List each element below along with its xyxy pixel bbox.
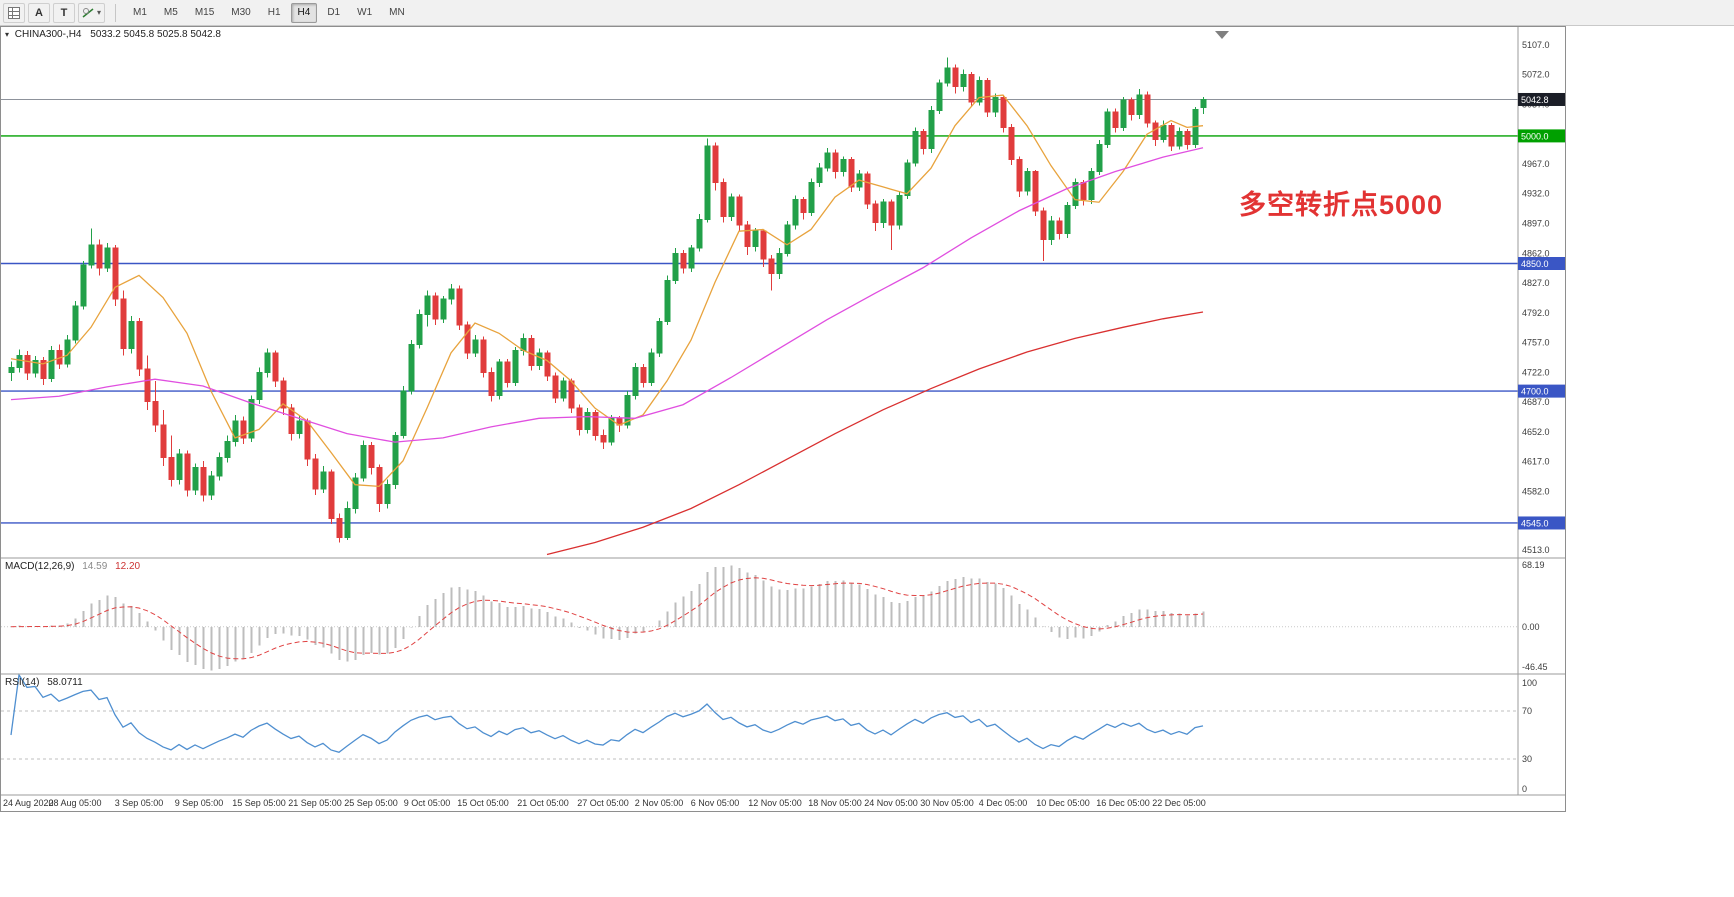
timeframe-m30-button[interactable]: M30: [224, 3, 257, 23]
svg-text:28 Aug 05:00: 28 Aug 05:00: [48, 798, 101, 808]
macd-signal-value: 12.20: [115, 561, 141, 572]
shapes-dropdown-button[interactable]: ▾: [78, 2, 106, 23]
price-label-box-5042.8: [1518, 92, 1565, 106]
svg-text:12 Nov 05:00: 12 Nov 05:00: [748, 798, 802, 808]
price-label-box-4545.0: [1518, 516, 1565, 530]
svg-text:24 Aug 2020: 24 Aug 2020: [3, 798, 54, 808]
macd-histogram: [18, 565, 1205, 671]
svg-text:30 Nov 05:00: 30 Nov 05:00: [920, 798, 974, 808]
svg-text:4827.0: 4827.0: [1522, 278, 1550, 288]
svg-text:5072.0: 5072.0: [1522, 70, 1550, 80]
svg-text:10 Dec 05:00: 10 Dec 05:00: [1036, 798, 1090, 808]
svg-text:4513.0: 4513.0: [1522, 545, 1550, 555]
svg-text:24 Nov 05:00: 24 Nov 05:00: [864, 798, 918, 808]
toolbar: A T ▾ M1 M5 M15 M30 H1 H4 D1 W1 MN: [0, 0, 1734, 26]
svg-text:25 Sep 05:00: 25 Sep 05:00: [344, 798, 398, 808]
svg-text:100: 100: [1522, 678, 1537, 688]
svg-text:30: 30: [1522, 754, 1532, 764]
price-label-box-4700.0: [1518, 384, 1565, 398]
svg-text:3 Sep 05:00: 3 Sep 05:00: [115, 798, 164, 808]
svg-text:5000.0: 5000.0: [1521, 131, 1549, 141]
svg-text:4652.0: 4652.0: [1522, 427, 1550, 437]
ma-fast-orange: [10, 94, 1204, 488]
timeframe-d1-button[interactable]: D1: [320, 3, 347, 23]
svg-text:68.19: 68.19: [1522, 560, 1545, 570]
svg-text:22 Dec 05:00: 22 Dec 05:00: [1152, 798, 1206, 808]
timeframe-h1-button[interactable]: H1: [261, 3, 288, 23]
symbol-name: CHINA300-,H4: [14, 29, 82, 40]
timeframe-mn-button[interactable]: MN: [382, 3, 412, 23]
timeframe-m5-button[interactable]: M5: [157, 3, 185, 23]
svg-text:4687.0: 4687.0: [1522, 397, 1550, 407]
ma-mid-magenta: [10, 147, 1204, 443]
svg-text:4 Dec 05:00: 4 Dec 05:00: [979, 798, 1028, 808]
ma-slow-red: [546, 311, 1204, 556]
collapse-arrow-icon[interactable]: ▾: [5, 30, 10, 39]
timeframe-m15-button[interactable]: M15: [188, 3, 221, 23]
macd-value: 14.59: [82, 561, 108, 572]
macd-header: MACD(12,26,9) 14.59 12.20: [5, 561, 140, 572]
rsi-line: [10, 673, 1204, 754]
svg-text:2 Nov 05:00: 2 Nov 05:00: [635, 798, 684, 808]
svg-text:21 Oct 05:00: 21 Oct 05:00: [517, 798, 569, 808]
grid-icon: [8, 6, 20, 19]
svg-text:15 Oct 05:00: 15 Oct 05:00: [457, 798, 509, 808]
svg-text:70: 70: [1522, 706, 1532, 716]
svg-text:4932.0: 4932.0: [1522, 189, 1550, 199]
svg-text:27 Oct 05:00: 27 Oct 05:00: [577, 798, 629, 808]
svg-text:4792.0: 4792.0: [1522, 308, 1550, 318]
chart-window: 5107.05072.05037.05002.04967.04932.04897…: [0, 26, 1566, 812]
rsi-value: 58.0711: [47, 677, 83, 688]
svg-text:4757.0: 4757.0: [1522, 338, 1550, 348]
svg-text:18 Nov 05:00: 18 Nov 05:00: [808, 798, 862, 808]
macd-signal-line: [10, 577, 1204, 660]
svg-text:4700.0: 4700.0: [1521, 387, 1549, 397]
svg-text:9 Oct 05:00: 9 Oct 05:00: [404, 798, 451, 808]
svg-text:16 Dec 05:00: 16 Dec 05:00: [1096, 798, 1150, 808]
svg-text:4545.0: 4545.0: [1521, 518, 1549, 528]
cursor-tool-button[interactable]: A: [28, 2, 50, 23]
symbol-header: ▾ CHINA300-,H4 5033.2 5045.8 5025.8 5042…: [5, 29, 221, 40]
market-watch-button[interactable]: [3, 2, 25, 23]
timeframe-w1-button[interactable]: W1: [350, 3, 379, 23]
chart-canvas[interactable]: 5107.05072.05037.05002.04967.04932.04897…: [1, 27, 1565, 811]
annotation-text[interactable]: 多空转折点5000: [1239, 190, 1444, 220]
text-tool-button[interactable]: T: [53, 2, 75, 23]
price-axis[interactable]: [1518, 27, 1565, 795]
svg-text:4582.0: 4582.0: [1522, 486, 1550, 496]
svg-text:4862.0: 4862.0: [1522, 248, 1550, 258]
svg-text:0.00: 0.00: [1522, 622, 1540, 632]
price-label-box-5000.0: [1518, 129, 1565, 143]
svg-text:4967.0: 4967.0: [1522, 159, 1550, 169]
svg-text:4897.0: 4897.0: [1522, 219, 1550, 229]
candlestick-series: [8, 57, 1207, 543]
svg-text:0: 0: [1522, 784, 1527, 794]
svg-text:9 Sep 05:00: 9 Sep 05:00: [175, 798, 224, 808]
timeframe-h4-button[interactable]: H4: [290, 2, 318, 23]
ohlc-values: 5033.2 5045.8 5025.8 5042.8: [90, 29, 221, 40]
svg-text:5107.0: 5107.0: [1522, 40, 1550, 50]
svg-text:4722.0: 4722.0: [1522, 367, 1550, 377]
svg-text:21 Sep 05:00: 21 Sep 05:00: [288, 798, 342, 808]
svg-text:15 Sep 05:00: 15 Sep 05:00: [232, 798, 286, 808]
svg-text:6 Nov 05:00: 6 Nov 05:00: [691, 798, 740, 808]
time-axis[interactable]: [1, 795, 1518, 811]
macd-label: MACD(12,26,9): [5, 561, 75, 572]
timeframe-m1-button[interactable]: M1: [126, 3, 154, 23]
rsi-label: RSI(14): [5, 677, 40, 688]
shapes-icon: [82, 7, 94, 18]
caret-down-icon: ▾: [97, 8, 102, 17]
price-label-box-4850.0: [1518, 257, 1565, 271]
svg-text:4850.0: 4850.0: [1521, 259, 1549, 269]
svg-text:-46.45: -46.45: [1522, 662, 1548, 672]
rsi-header: RSI(14) 58.0711: [5, 677, 83, 688]
svg-text:4617.0: 4617.0: [1522, 457, 1550, 467]
toolbar-separator: [115, 3, 117, 22]
chart-shift-marker: [1215, 31, 1229, 39]
svg-text:5042.8: 5042.8: [1521, 95, 1549, 105]
